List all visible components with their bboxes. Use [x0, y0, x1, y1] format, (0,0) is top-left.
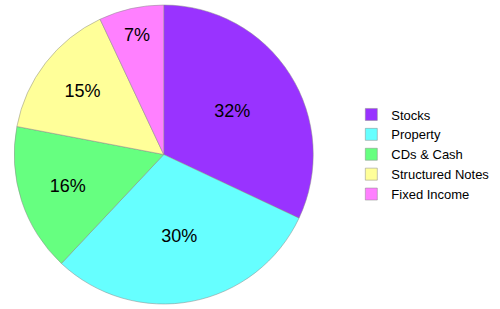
svg-text:Property: Property: [391, 127, 441, 142]
svg-text:32%: 32%: [214, 101, 250, 121]
svg-text:16%: 16%: [50, 176, 86, 196]
svg-text:15%: 15%: [64, 81, 100, 101]
svg-text:30%: 30%: [161, 226, 197, 246]
svg-text:7%: 7%: [124, 25, 150, 45]
svg-text:Stocks: Stocks: [391, 108, 431, 123]
svg-text:Fixed Income: Fixed Income: [391, 187, 469, 202]
svg-text:CDs & Cash: CDs & Cash: [391, 147, 463, 162]
svg-text:Structured Notes: Structured Notes: [391, 167, 489, 182]
